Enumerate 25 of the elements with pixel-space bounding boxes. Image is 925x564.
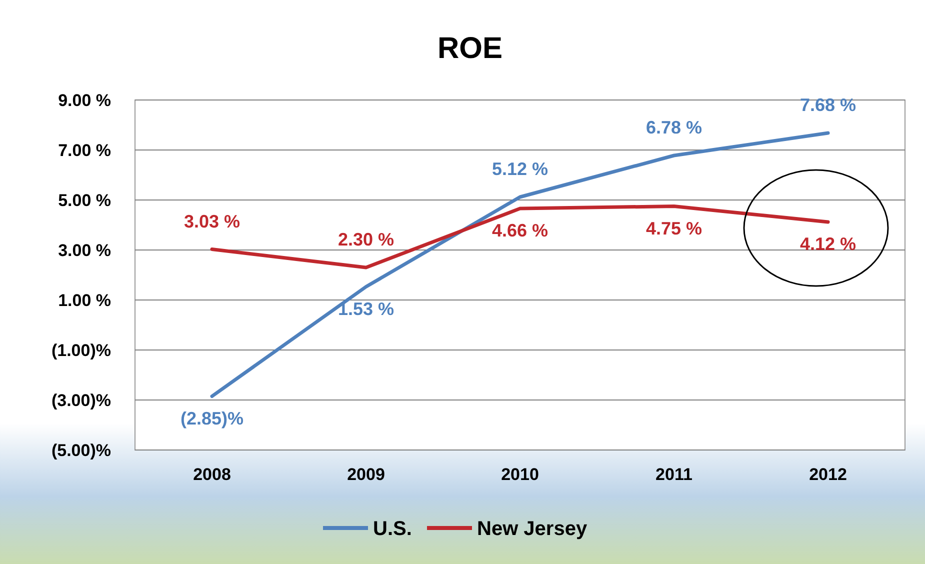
y-tick-label: 5.00 %: [58, 190, 111, 210]
legend-label: U.S.: [373, 518, 412, 540]
legend-label: New Jersey: [477, 518, 588, 540]
data-label: 7.68 %: [800, 95, 856, 115]
y-tick-label: 3.00 %: [58, 240, 111, 260]
data-label: 4.66 %: [492, 220, 548, 240]
x-tick-label: 2009: [347, 465, 385, 484]
y-tick-label: (3.00)%: [51, 390, 111, 410]
data-label: (2.85)%: [180, 408, 244, 428]
data-label: 3.03 %: [184, 211, 240, 232]
y-tick-label: 7.00 %: [58, 140, 111, 160]
x-tick-label: 2012: [809, 465, 847, 484]
x-tick-label: 2011: [656, 465, 692, 484]
y-tick-label: (5.00)%: [51, 440, 111, 460]
data-label: 2.30 %: [338, 230, 394, 250]
y-tick-label: 1.00 %: [58, 290, 111, 310]
y-tick-label: 9.00 %: [58, 90, 111, 110]
y-tick-label: (1.00)%: [51, 340, 111, 360]
data-label: 5.12 %: [492, 159, 548, 179]
chart-title: ROE: [437, 32, 503, 65]
data-label: 4.75 %: [646, 218, 702, 238]
data-label: 4.12 %: [800, 234, 856, 254]
x-tick-label: 2010: [501, 465, 539, 484]
data-label: 6.78 %: [646, 118, 702, 138]
x-tick-label: 2008: [193, 465, 231, 484]
